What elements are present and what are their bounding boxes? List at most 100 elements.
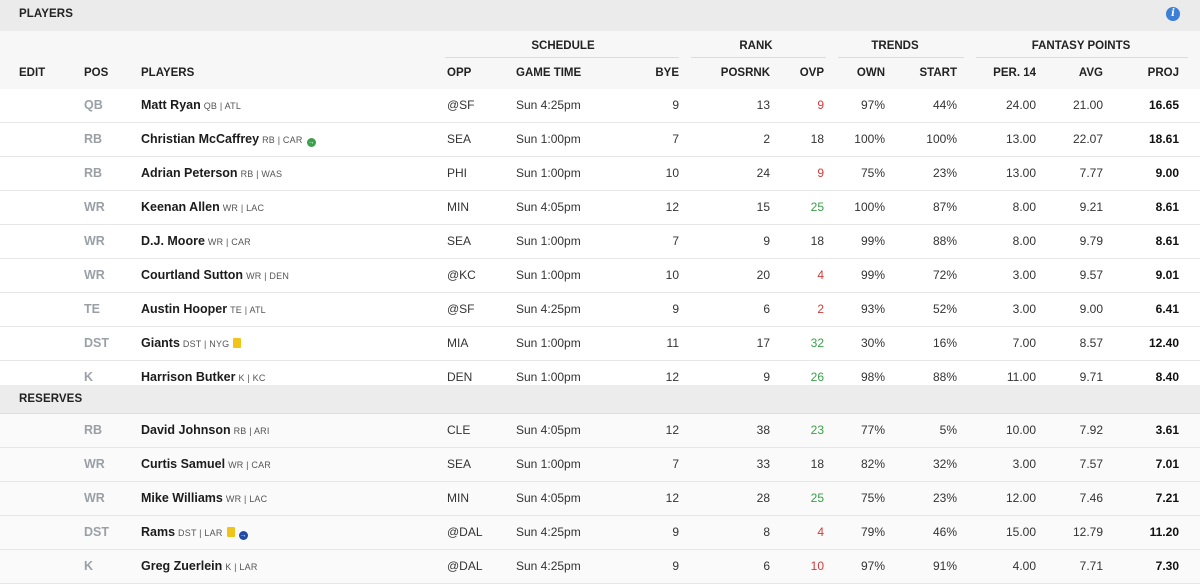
players-section-bar: PLAYERS i <box>0 0 1200 32</box>
player-per14: 13.00 <box>1005 132 1036 146</box>
edit-cell[interactable] <box>19 327 59 360</box>
player-team-meta: WR | DEN <box>246 271 290 281</box>
player-start: 52% <box>932 302 957 316</box>
edit-cell[interactable] <box>19 482 59 515</box>
table-row[interactable]: RB SEA Sun 1:00pm 7 2 18 100% 100% 13.00 22.07 18.… <box>0 123 1200 157</box>
col-pos[interactable]: POS <box>84 67 109 79</box>
player-proj: 3.61 <box>1155 423 1179 437</box>
player-name-link[interactable]: Christian McCaffrey <box>141 132 260 146</box>
player-team-meta: WR | CAR <box>228 460 271 470</box>
player-opp: @SF <box>447 98 475 112</box>
green-status-icon[interactable]: → <box>306 138 316 147</box>
col-proj[interactable]: PROJ <box>1147 67 1179 79</box>
group-rank-divider <box>691 57 826 58</box>
player-name-link[interactable]: D.J. Moore <box>141 234 205 248</box>
table-row[interactable]: WR SEA Sun 1:00pm 7 33 18 82% 32% 3.00 7.57 7.01 Cu… <box>0 448 1200 482</box>
table-row[interactable]: WR MIN Sun 4:05pm 12 15 25 100% 87% 8.00 9.21 8.61… <box>0 191 1200 225</box>
player-game-time: Sun 1:00pm <box>516 132 581 146</box>
player-start: 44% <box>932 98 957 112</box>
player-bye: 10 <box>665 268 679 282</box>
table-row[interactable]: DST MIA Sun 1:00pm 11 17 32 30% 16% 7.00 8.57 12.4… <box>0 327 1200 361</box>
player-posrnk: 28 <box>756 491 770 505</box>
player-name-link[interactable]: Austin Hooper <box>141 302 228 316</box>
col-ovp[interactable]: OVP <box>799 67 824 79</box>
player-posrnk: 2 <box>763 132 770 146</box>
col-game-time[interactable]: GAME TIME <box>516 67 582 79</box>
player-name-link[interactable]: Courtland Sutton <box>141 268 244 282</box>
player-team-meta: WR | CAR <box>207 237 251 247</box>
edit-cell[interactable] <box>19 89 59 122</box>
player-per14: 8.00 <box>1012 200 1036 214</box>
edit-cell[interactable] <box>19 191 59 224</box>
player-own: 79% <box>860 525 885 539</box>
player-opp: @SF <box>447 302 475 316</box>
player-posrnk: 24 <box>756 166 770 180</box>
edit-cell[interactable] <box>19 157 59 190</box>
player-opp: @DAL <box>447 559 483 573</box>
player-own: 100% <box>854 200 885 214</box>
player-name-link[interactable]: Adrian Peterson <box>141 166 238 180</box>
note-icon[interactable] <box>233 338 242 348</box>
player-ovp: 18 <box>810 132 824 146</box>
edit-cell[interactable] <box>19 123 59 156</box>
info-icon[interactable]: i <box>1166 7 1180 21</box>
edit-cell[interactable] <box>19 516 59 549</box>
player-per14: 12.00 <box>1005 491 1036 505</box>
edit-cell[interactable] <box>19 259 59 292</box>
player-pos: K <box>84 370 94 384</box>
player-avg: 22.07 <box>1072 132 1103 146</box>
edit-cell[interactable] <box>19 448 59 481</box>
edit-cell[interactable] <box>19 225 59 258</box>
table-row[interactable]: WR @KC Sun 1:00pm 10 20 4 99% 72% 3.00 9.57 9.01 Co… <box>0 259 1200 293</box>
player-bye: 12 <box>665 200 679 214</box>
col-avg[interactable]: AVG <box>1078 67 1103 79</box>
edit-cell[interactable] <box>19 414 59 447</box>
col-players[interactable]: PLAYERS <box>141 67 195 79</box>
player-opp: CLE <box>447 423 471 437</box>
player-ovp: 23 <box>810 423 824 437</box>
table-row[interactable]: TE @SF Sun 4:25pm 9 6 2 93% 52% 3.00 9.00 6.41 Aust… <box>0 293 1200 327</box>
player-name-link[interactable]: Rams <box>141 525 176 539</box>
col-start[interactable]: START <box>919 67 957 79</box>
player-name-link[interactable]: Mike Williams <box>141 491 223 505</box>
col-posrnk[interactable]: POSRNK <box>720 67 770 79</box>
table-row[interactable]: DST @DAL Sun 4:25pm 9 8 4 79% 46% 15.00 12.79 11.2… <box>0 516 1200 550</box>
player-proj: 12.40 <box>1148 336 1179 350</box>
player-cell: Rams DST | LAR → <box>141 516 248 549</box>
player-name-link[interactable]: Harrison Butker <box>141 370 236 384</box>
player-name-link[interactable]: Giants <box>141 336 180 350</box>
table-row[interactable]: QB @SF Sun 4:25pm 9 13 9 97% 44% 24.00 21.00 16.65… <box>0 89 1200 123</box>
player-per14: 3.00 <box>1012 302 1036 316</box>
player-per14: 4.00 <box>1012 559 1036 573</box>
player-posrnk: 13 <box>756 98 770 112</box>
player-avg: 7.57 <box>1079 457 1103 471</box>
col-edit[interactable]: EDIT <box>19 67 46 79</box>
blue-status-icon[interactable]: → <box>238 531 248 540</box>
player-name-link[interactable]: Greg Zuerlein <box>141 559 223 573</box>
player-name-link[interactable]: Matt Ryan <box>141 98 201 112</box>
player-game-time: Sun 4:25pm <box>516 302 581 316</box>
player-name-link[interactable]: Curtis Samuel <box>141 457 226 471</box>
edit-cell[interactable] <box>19 550 59 583</box>
table-row[interactable]: RB PHI Sun 1:00pm 10 24 9 75% 23% 13.00 7.77 9.00 A… <box>0 157 1200 191</box>
table-row[interactable]: RB CLE Sun 4:05pm 12 38 23 77% 5% 10.00 7.92 3.61 D… <box>0 414 1200 448</box>
table-row[interactable]: WR SEA Sun 1:00pm 7 9 18 99% 88% 8.00 9.79 8.61 D.J… <box>0 225 1200 259</box>
table-row[interactable]: WR MIN Sun 4:05pm 12 28 25 75% 23% 12.00 7.46 7.21… <box>0 482 1200 516</box>
player-name-link[interactable]: David Johnson <box>141 423 231 437</box>
player-start: 32% <box>932 457 957 471</box>
col-bye[interactable]: BYE <box>655 67 679 79</box>
edit-cell[interactable] <box>19 293 59 326</box>
col-own[interactable]: OWN <box>856 67 885 79</box>
note-icon[interactable] <box>226 527 235 537</box>
col-per14[interactable]: PER. 14 <box>993 67 1036 79</box>
player-name-link[interactable]: Keenan Allen <box>141 200 220 214</box>
player-proj: 11.20 <box>1149 525 1179 539</box>
players-section-title: PLAYERS <box>19 8 73 20</box>
player-per14: 3.00 <box>1012 457 1036 471</box>
player-per14: 24.00 <box>1005 98 1036 112</box>
col-opp[interactable]: OPP <box>447 67 472 79</box>
player-pos: WR <box>84 234 105 248</box>
table-row[interactable]: K @DAL Sun 4:25pm 9 6 10 97% 91% 4.00 7.71 7.30 Gre… <box>0 550 1200 584</box>
player-own: 99% <box>860 234 885 248</box>
